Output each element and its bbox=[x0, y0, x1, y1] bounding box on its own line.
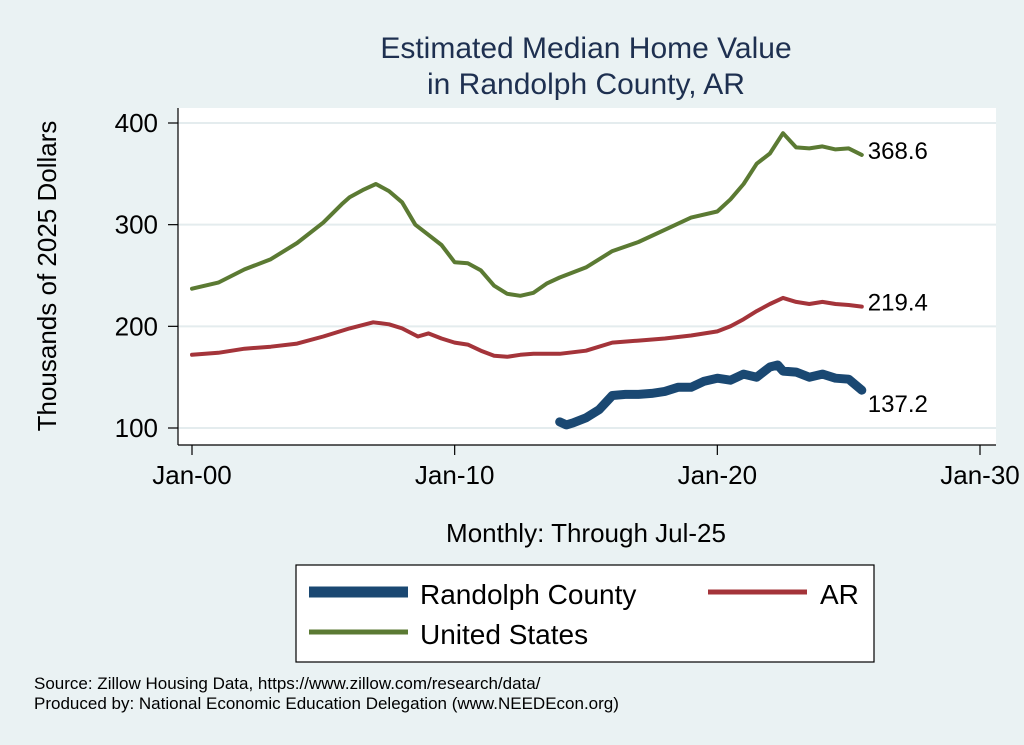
x-tick-label: Jan-20 bbox=[678, 460, 758, 490]
x-tick-label: Jan-30 bbox=[940, 460, 1020, 490]
y-tick-label: 100 bbox=[115, 413, 158, 443]
chart-title-line-2: in Randolph County, AR bbox=[427, 68, 745, 101]
y-axis-title: Thousands of 2025 Dollars bbox=[32, 121, 62, 432]
y-tick-label: 400 bbox=[115, 108, 158, 138]
producer-note: Produced by: National Economic Education… bbox=[34, 694, 619, 713]
end-labels: 137.2 219.4 368.6 bbox=[868, 138, 928, 418]
legend-label-ar: AR bbox=[820, 579, 859, 610]
x-axis: Jan-00 Jan-10 Jan-20 Jan-30 bbox=[152, 444, 1020, 490]
x-tick-label: Jan-10 bbox=[415, 460, 495, 490]
x-tick-label: Jan-00 bbox=[152, 460, 232, 490]
legend-label-united-states: United States bbox=[420, 619, 588, 650]
y-tick-label: 200 bbox=[115, 311, 158, 341]
x-axis-title: Monthly: Through Jul-25 bbox=[446, 518, 726, 548]
end-label-randolph-county: 137.2 bbox=[868, 391, 928, 418]
grid-lines bbox=[178, 122, 996, 429]
end-label-ar: 219.4 bbox=[868, 290, 928, 317]
legend: Randolph County AR United States bbox=[295, 564, 875, 663]
end-label-united-states: 368.6 bbox=[868, 138, 928, 165]
series-lines bbox=[190, 131, 867, 430]
y-tick-label: 300 bbox=[115, 210, 158, 240]
y-axis: 100 200 300 400 bbox=[115, 108, 179, 445]
series-line-united-states bbox=[190, 131, 864, 298]
source-note: Source: Zillow Housing Data, https://www… bbox=[34, 674, 541, 693]
legend-label-randolph-county: Randolph County bbox=[420, 579, 636, 610]
legend-box bbox=[295, 564, 875, 663]
series-line-randolph-county bbox=[555, 360, 867, 430]
series-line-ar bbox=[190, 295, 864, 359]
chart-title-line-1: Estimated Median Home Value bbox=[380, 32, 791, 65]
